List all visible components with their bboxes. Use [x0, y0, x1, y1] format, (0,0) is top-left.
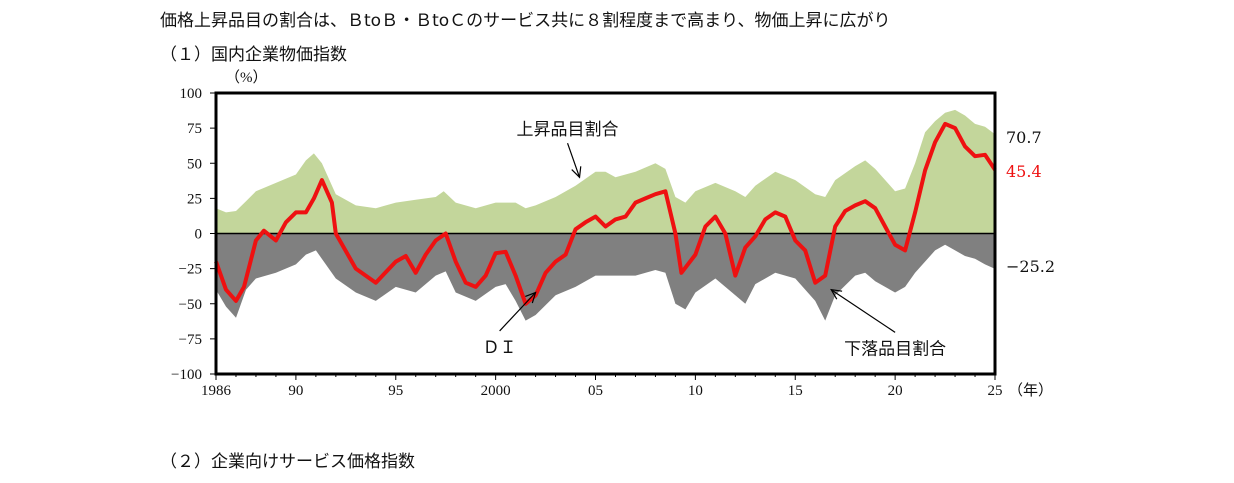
- y-tick-label: 50: [187, 156, 202, 172]
- end-value-label: 70.7: [1006, 128, 1042, 147]
- y-tick-label: −75: [179, 332, 202, 348]
- page-title: 価格上昇品目の割合は、ＢtoＢ・ＢtoＣのサービス共に８割程度まで高まり、物価上…: [160, 11, 891, 31]
- x-tick-label: 95: [388, 383, 403, 399]
- section-heading-domestic-cgpi: （１）国内企業物価指数: [160, 45, 347, 65]
- annotation-label: 上昇品目割合: [517, 120, 619, 140]
- fall-share-area: [216, 233, 995, 321]
- x-tick-label: 20: [888, 383, 903, 399]
- x-unit-label: （年）: [1008, 382, 1053, 399]
- annotation-arrow: [830, 289, 896, 333]
- chart-lines: [214, 121, 997, 306]
- y-unit-label: （%）: [225, 69, 268, 86]
- y-tick-label: 75: [187, 121, 202, 137]
- annotation-label: ＤＩ: [483, 338, 517, 358]
- y-tick-label: 25: [187, 191, 202, 207]
- x-axis-ticks: 1986 90 95 2000 05 10 15 20 25: [201, 374, 1003, 399]
- y-axis-ticks: 100 75 50 25 0 −25 −50 −75 −100: [171, 86, 216, 383]
- end-value-label: 45.4: [1006, 162, 1042, 181]
- end-value-label: −25.2: [1006, 257, 1055, 276]
- y-tick-label: 100: [180, 86, 203, 102]
- y-tick-label: −25: [179, 262, 202, 278]
- annotation-arrow: [566, 142, 581, 178]
- annotation-arrow-head: [525, 291, 537, 304]
- rise-share-area: [216, 109, 995, 234]
- y-tick-label: −100: [171, 367, 202, 383]
- end-labels: 70.7 45.4 −25.2: [1006, 128, 1055, 276]
- annotation-arrow: [499, 292, 537, 332]
- annotation-label: 下落品目割合: [844, 339, 946, 359]
- x-tick-label: 1986: [201, 383, 232, 399]
- x-tick-label: 90: [288, 383, 303, 399]
- x-tick-label: 25: [988, 383, 1003, 399]
- section-heading-services-ppi: （２）企業向けサービス価格指数: [160, 452, 415, 472]
- x-tick-label: 15: [788, 383, 803, 399]
- x-tick-label: 2000: [481, 383, 511, 399]
- y-tick-label: −50: [179, 297, 202, 313]
- di-line: [214, 121, 997, 306]
- chart-areas: [216, 109, 995, 321]
- x-tick-label: 10: [688, 383, 703, 399]
- annotation-arrow-head: [571, 166, 582, 179]
- annotations: 上昇品目割合 ＤＩ 下落品目割合: [483, 120, 946, 359]
- annotation-arrow-head: [830, 288, 843, 300]
- x-tick-label: 05: [588, 383, 603, 399]
- y-tick-label: 0: [195, 227, 203, 243]
